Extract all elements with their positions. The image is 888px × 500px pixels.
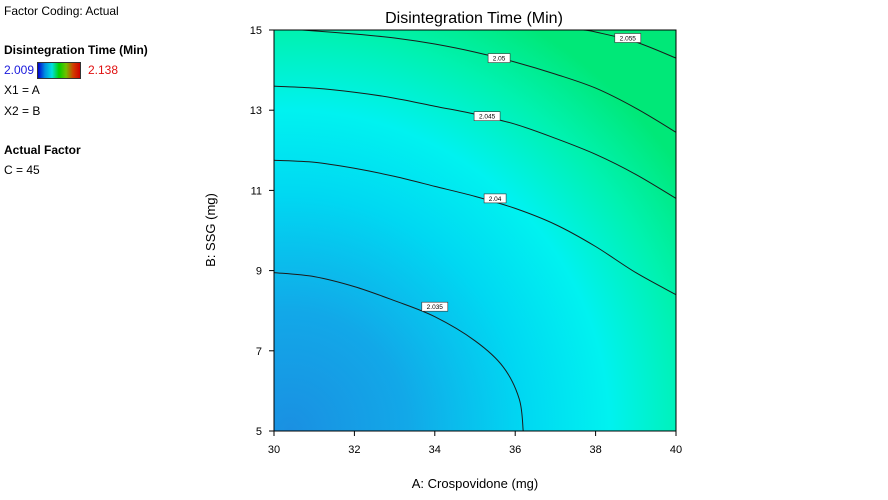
- scale-max-value: 2.138: [88, 63, 119, 77]
- chart-title: Disintegration Time (Min): [385, 10, 563, 27]
- y-axis-label: B: SSG (mg): [203, 193, 218, 267]
- x-tick-label: 36: [509, 444, 521, 456]
- y-tick-label: 15: [250, 25, 262, 37]
- scale-min-value: 2.009: [4, 63, 35, 77]
- x-axis-label: A: Crospovidone (mg): [412, 476, 538, 491]
- contour-label-box: [483, 193, 507, 204]
- response-title: Disintegration Time (Min): [4, 43, 148, 57]
- color-scale-bar: [37, 62, 81, 79]
- contour-label-box: [473, 111, 501, 121]
- contour-line-1: [273, 272, 524, 432]
- contour-label-text: 2.05: [493, 56, 506, 63]
- x-tick-label: 40: [670, 444, 682, 456]
- y-axis: 5 7 9 11 13 15: [250, 25, 274, 438]
- contour-line-2: [273, 159, 677, 296]
- contour-label-2: 2.04: [483, 193, 507, 204]
- x-axis: 30 32 34 36 38 40: [268, 431, 682, 456]
- y-tick-label: 13: [250, 105, 262, 117]
- contour-label-box: [614, 33, 642, 43]
- x-tick-label: 30: [268, 444, 280, 456]
- contour-label-text: 2.045: [479, 114, 496, 121]
- x-tick-label: 34: [429, 444, 441, 456]
- contour-label-text: 2.055: [620, 36, 637, 43]
- plot-surface: [274, 30, 676, 431]
- contour-label-5: 2.055: [614, 33, 642, 43]
- x-tick-label: 32: [348, 444, 360, 456]
- contour-label-3: 2.045: [473, 111, 501, 121]
- contour-labels: 2.035 2.04 2.045 2.05 2.055: [421, 33, 642, 312]
- y-tick-label: 7: [256, 346, 262, 358]
- y-tick-label: 11: [251, 185, 262, 197]
- contour-label-text: 2.04: [489, 196, 502, 203]
- contour-label-box: [487, 53, 511, 63]
- x-tick-label: 38: [589, 444, 601, 456]
- actual-factor-title: Actual Factor: [4, 143, 81, 157]
- y-tick-label: 9: [256, 266, 262, 278]
- contour-label-4: 2.05: [487, 53, 511, 63]
- contour-label-text: 2.035: [427, 304, 444, 311]
- x2-assignment: X2 = B: [4, 104, 41, 118]
- contour-label-box: [421, 301, 449, 312]
- y-tick-label: 5: [256, 426, 262, 438]
- contour-label-1: 2.035: [421, 301, 449, 312]
- x1-assignment: X1 = A: [4, 83, 40, 97]
- factor-coding-label: Factor Coding: Actual: [4, 4, 119, 18]
- actual-factor-value: C = 45: [4, 163, 40, 177]
- plot-frame: [273, 29, 677, 432]
